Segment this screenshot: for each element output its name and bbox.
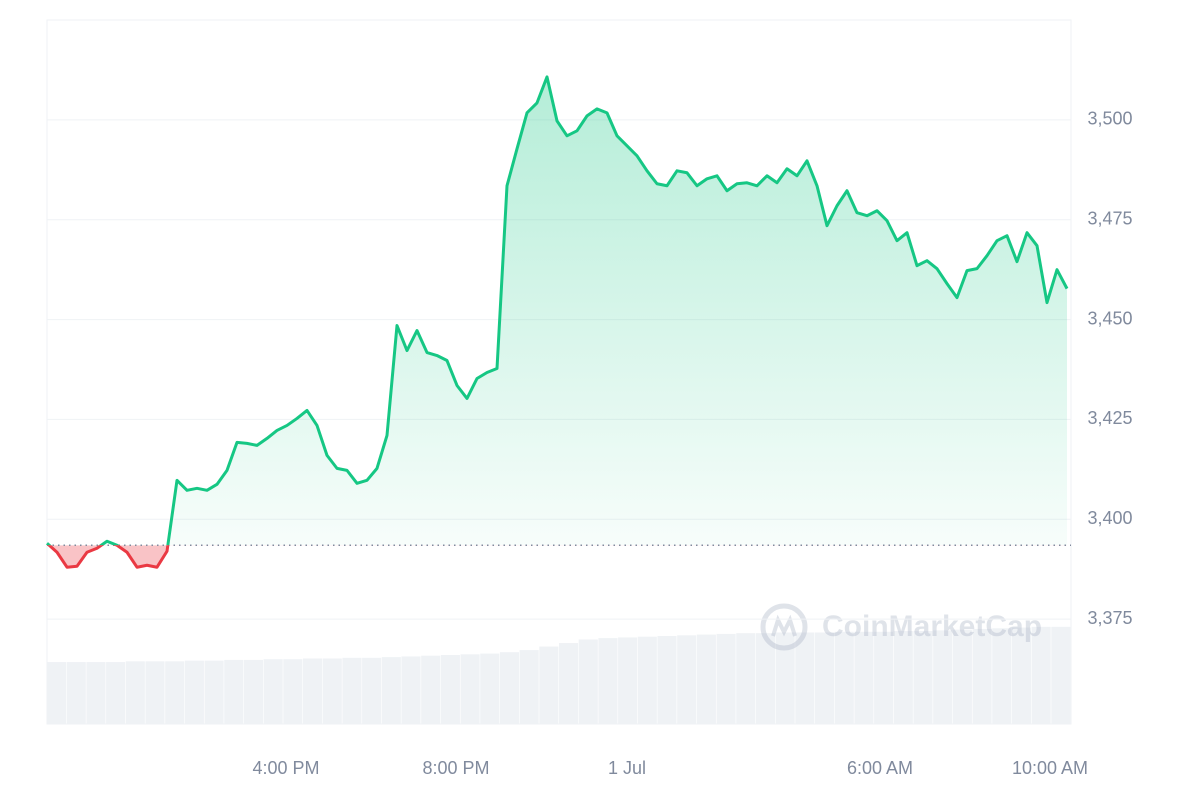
volume-bar — [992, 628, 1012, 724]
volume-bar — [322, 658, 342, 724]
volume-bar — [696, 634, 716, 724]
volume-bar — [381, 657, 401, 724]
volume-bar — [815, 632, 835, 724]
plot-frame — [46, 19, 1072, 725]
volume-bar — [86, 662, 106, 724]
volume-bar — [618, 637, 638, 724]
volume-bar — [263, 659, 283, 724]
volume-bar — [736, 633, 756, 724]
volume-bar — [933, 630, 953, 724]
volume-bar — [440, 655, 460, 724]
x-tick-label: 10:00 AM — [1012, 758, 1088, 778]
y-tick-label: 3,500 — [1087, 109, 1132, 129]
volume-bar — [578, 639, 598, 724]
volume-bar — [243, 659, 264, 724]
area-up — [47, 76, 1067, 546]
y-tick-label: 3,450 — [1087, 308, 1132, 328]
volume-bar — [1051, 626, 1071, 724]
volume-bar — [342, 657, 362, 724]
volume-bar — [755, 633, 776, 724]
volume-bar — [106, 662, 126, 724]
volume-bar — [637, 636, 657, 724]
volume-bar — [47, 662, 67, 724]
y-tick-label: 3,375 — [1087, 608, 1132, 628]
volume-bar — [854, 631, 874, 724]
volume-bar — [224, 659, 244, 724]
volume-bar — [795, 632, 815, 724]
x-tick-label: 6:00 AM — [847, 758, 913, 778]
volume-bar — [145, 661, 165, 724]
volume-bar — [775, 632, 795, 724]
volume-bar — [1031, 626, 1051, 724]
y-tick-label: 3,400 — [1087, 508, 1132, 528]
volume-bar — [499, 652, 520, 724]
volume-bar — [716, 633, 736, 724]
watermark: CoinMarketCap — [760, 603, 1042, 651]
volume-bar — [66, 662, 86, 724]
watermark-text: CoinMarketCap — [822, 610, 1042, 643]
volume-bar — [559, 643, 579, 724]
volume-bar — [972, 628, 992, 724]
volume-bar — [657, 636, 677, 724]
volume-bar — [204, 660, 224, 724]
volume-bar — [125, 661, 145, 724]
price-line — [45, 75, 1069, 546]
volume-bar — [165, 661, 185, 724]
volume-bar — [362, 657, 382, 724]
x-tick-label: 4:00 PM — [252, 758, 319, 778]
volume-bar — [303, 658, 323, 724]
volume-bar — [539, 646, 559, 724]
volume-bar — [421, 655, 441, 724]
y-tick-label: 3,475 — [1087, 208, 1132, 228]
volume-bar — [1011, 627, 1032, 724]
volume-bar — [913, 631, 933, 724]
volume-bar — [598, 638, 618, 724]
volume-bar — [184, 660, 204, 724]
volume-bar — [952, 629, 972, 724]
volume-bar — [893, 631, 913, 724]
volume-bar — [677, 635, 697, 724]
volume-bar — [874, 631, 894, 724]
volume-bar — [480, 653, 500, 724]
volume-bar — [834, 631, 854, 724]
volume-bar — [401, 656, 421, 724]
y-tick-label: 3,425 — [1087, 408, 1132, 428]
volume-bar — [283, 659, 303, 724]
x-tick-label: 1 Jul — [608, 758, 646, 778]
volume-bar — [460, 654, 480, 724]
x-tick-label: 8:00 PM — [422, 758, 489, 778]
volume-bar — [519, 650, 539, 724]
